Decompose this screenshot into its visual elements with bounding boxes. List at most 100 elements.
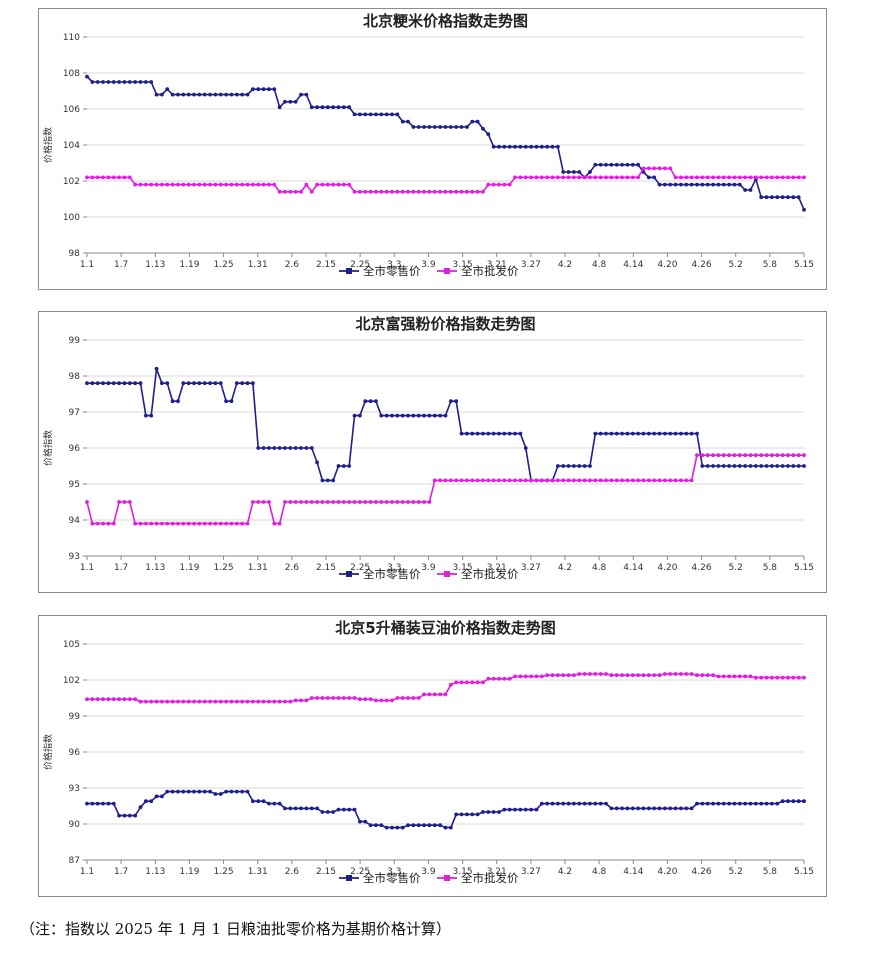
data-point bbox=[181, 699, 186, 704]
data-point bbox=[422, 125, 426, 129]
data-point bbox=[759, 453, 764, 458]
data-point bbox=[160, 699, 164, 704]
data-point bbox=[620, 175, 624, 180]
data-point bbox=[780, 675, 785, 680]
chart-panel-flour: 北京富强粉价格指数走势图 93 94 95 96 97 98 99 价格指数 1.1 1.7 1.13… bbox=[38, 311, 827, 593]
data-point bbox=[256, 699, 261, 704]
data-point bbox=[309, 696, 314, 700]
data-point bbox=[261, 699, 266, 704]
data-point bbox=[165, 789, 170, 794]
data-point bbox=[176, 182, 180, 187]
data-point bbox=[165, 381, 170, 386]
data-point bbox=[523, 807, 528, 812]
data-point bbox=[400, 825, 405, 830]
x-tick-label: 5.15 bbox=[794, 563, 814, 573]
data-point bbox=[395, 189, 400, 194]
data-point bbox=[695, 431, 699, 436]
x-tick-label: 4.20 bbox=[657, 563, 677, 573]
data-point bbox=[507, 807, 512, 812]
data-point bbox=[320, 696, 325, 700]
data-point bbox=[427, 125, 432, 129]
data-point bbox=[641, 478, 646, 483]
data-point bbox=[208, 182, 212, 187]
data-point bbox=[545, 478, 550, 483]
data-point bbox=[732, 182, 737, 187]
data-point bbox=[443, 125, 448, 129]
data-point bbox=[459, 189, 464, 194]
data-point bbox=[352, 500, 357, 504]
data-point bbox=[368, 500, 373, 504]
x-tick-label: 5.2 bbox=[729, 563, 743, 573]
data-point bbox=[775, 195, 780, 200]
data-point bbox=[497, 478, 501, 483]
data-point bbox=[181, 92, 186, 97]
data-point bbox=[716, 453, 721, 458]
y-tick-label: 99 bbox=[69, 336, 81, 346]
data-point bbox=[427, 500, 432, 504]
data-point bbox=[390, 825, 394, 830]
legend-marker bbox=[346, 571, 352, 577]
data-point bbox=[374, 698, 378, 703]
data-point bbox=[641, 166, 646, 171]
data-point bbox=[620, 162, 624, 167]
data-point bbox=[684, 478, 689, 483]
data-point bbox=[416, 413, 421, 418]
x-tick-label: 1.31 bbox=[248, 563, 268, 573]
data-point bbox=[336, 696, 341, 700]
data-point bbox=[786, 675, 790, 680]
data-point bbox=[491, 431, 496, 436]
data-point bbox=[347, 182, 352, 187]
y-axis-label: 价格指数 bbox=[42, 127, 54, 163]
data-point bbox=[454, 399, 459, 404]
data-point bbox=[304, 446, 309, 450]
data-point bbox=[234, 92, 239, 97]
data-point bbox=[732, 175, 737, 180]
data-point bbox=[90, 801, 95, 806]
data-point bbox=[309, 806, 314, 811]
data-point bbox=[561, 175, 566, 180]
data-point bbox=[700, 182, 705, 187]
data-point bbox=[384, 413, 389, 418]
data-point bbox=[176, 92, 180, 97]
data-point bbox=[325, 696, 330, 700]
data-point bbox=[727, 182, 731, 187]
data-point bbox=[646, 806, 651, 811]
x-tick-label: 5.2 bbox=[729, 260, 743, 270]
data-point bbox=[523, 144, 528, 149]
data-point bbox=[759, 675, 764, 680]
data-point bbox=[127, 697, 132, 702]
data-point bbox=[550, 673, 555, 678]
data-point bbox=[689, 182, 694, 187]
data-point bbox=[250, 182, 255, 187]
chart-title: 北京5升桶装豆油价格指数走势图 bbox=[335, 619, 555, 637]
data-point bbox=[721, 453, 726, 458]
data-point bbox=[202, 182, 207, 187]
data-point bbox=[475, 189, 480, 194]
chart-title: 北京富强粉价格指数走势图 bbox=[355, 315, 535, 333]
data-point bbox=[149, 182, 154, 187]
y-tick-label: 99 bbox=[69, 712, 81, 722]
data-point bbox=[620, 806, 624, 811]
data-point bbox=[245, 789, 250, 794]
data-point bbox=[748, 801, 753, 806]
data-point bbox=[502, 182, 507, 187]
data-point bbox=[684, 182, 689, 187]
data-point bbox=[673, 431, 678, 436]
data-point bbox=[609, 175, 614, 180]
data-point bbox=[341, 182, 346, 187]
data-point bbox=[149, 80, 154, 84]
data-point bbox=[288, 446, 293, 450]
legend-label: 全市批发价 bbox=[461, 264, 519, 278]
x-tick-label: 1.31 bbox=[248, 260, 268, 270]
data-point bbox=[737, 175, 742, 180]
data-point bbox=[588, 464, 592, 468]
data-point bbox=[277, 446, 282, 450]
data-point bbox=[507, 144, 512, 149]
data-point bbox=[582, 175, 587, 180]
data-point bbox=[218, 792, 223, 796]
data-point bbox=[550, 175, 555, 180]
data-point bbox=[336, 105, 341, 110]
data-point bbox=[662, 431, 667, 436]
data-point bbox=[352, 696, 357, 700]
data-point bbox=[555, 464, 560, 468]
